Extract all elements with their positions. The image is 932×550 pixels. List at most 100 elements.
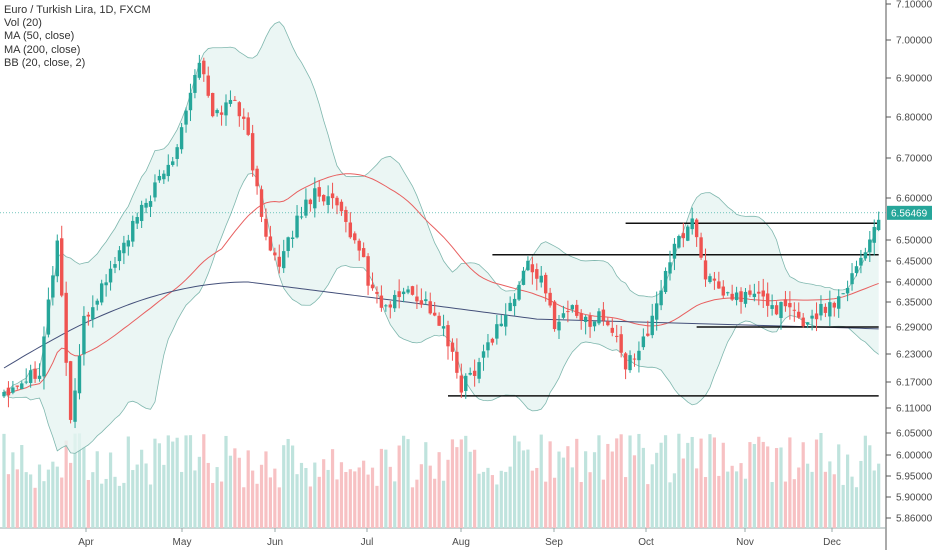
volume-bar	[539, 434, 543, 528]
candle-body	[539, 275, 543, 283]
volume-bar	[499, 470, 503, 528]
candle-body	[792, 309, 797, 311]
candle-body	[748, 290, 752, 295]
candle-body	[366, 256, 370, 286]
candle-body	[286, 237, 290, 252]
candle-body	[122, 242, 126, 254]
volume-bar	[370, 467, 375, 528]
candle-body	[845, 287, 850, 294]
volume-bar	[637, 433, 641, 528]
volume-bar	[832, 474, 836, 528]
candle-body	[46, 299, 51, 335]
volume-bar	[757, 436, 761, 528]
candle-body	[250, 133, 255, 171]
volume-bar	[259, 464, 264, 528]
volume-bar	[655, 452, 659, 528]
candle-body	[508, 302, 512, 312]
volume-bar	[375, 485, 379, 528]
time-tick-label: Jun	[267, 537, 283, 548]
volume-bar	[219, 481, 224, 528]
price-tick-label: 6.11000	[896, 404, 932, 415]
volume-bar	[193, 470, 197, 528]
candle-body	[401, 291, 406, 295]
candle-body	[77, 355, 82, 394]
bollinger-bands	[3, 21, 880, 454]
volume-bar	[304, 467, 308, 528]
candle-body	[82, 315, 86, 355]
volume-bar	[646, 484, 650, 528]
volume-bar	[162, 464, 166, 528]
volume-bar	[24, 472, 28, 528]
volume-bar	[393, 481, 397, 528]
candle-body	[499, 323, 503, 327]
volume-bar	[659, 442, 663, 528]
volume-bar	[379, 448, 383, 528]
volume-bar	[246, 450, 250, 528]
candle-body	[677, 236, 681, 248]
candle-body	[117, 250, 122, 262]
volume-bar	[854, 487, 859, 528]
candle-body	[339, 201, 344, 212]
price-tick-label: 6.60000	[896, 194, 932, 205]
volume-bar	[690, 436, 694, 528]
candle-body	[521, 270, 526, 285]
volume-bar	[286, 438, 290, 528]
time-tick-label: Nov	[736, 537, 754, 548]
volume-bar	[433, 478, 437, 528]
candle-body	[623, 353, 628, 370]
volume-bar	[819, 433, 823, 528]
candle-body	[761, 290, 765, 297]
volume-bar	[113, 476, 117, 528]
price-tick-label: 6.90000	[896, 74, 932, 85]
candle-body	[650, 315, 654, 336]
time-tick-label: May	[173, 537, 192, 548]
volume-bar	[739, 463, 743, 528]
candle-body	[144, 202, 148, 208]
volume-bar	[726, 471, 730, 528]
volume-bar	[51, 461, 55, 528]
volume-bar	[863, 435, 867, 528]
candle-body	[246, 117, 250, 135]
candle-body	[219, 112, 224, 115]
volume-bar	[677, 433, 681, 528]
candle-body	[171, 161, 175, 165]
candle-body	[770, 305, 774, 309]
candle-body	[188, 92, 193, 111]
volume-bar	[672, 473, 677, 528]
candle-body	[797, 311, 801, 318]
candle-body	[326, 196, 330, 205]
candle-body	[450, 342, 455, 352]
candle-body	[868, 239, 872, 253]
candle-body	[357, 240, 361, 251]
volume-bar	[397, 445, 401, 528]
candle-body	[60, 238, 64, 296]
candle-body	[686, 226, 690, 241]
volume-bar	[668, 482, 672, 528]
candle-body	[419, 300, 424, 305]
volume-bar	[846, 454, 850, 528]
volume-bar	[33, 487, 37, 528]
volume-bar	[419, 464, 423, 528]
volume-bar	[255, 483, 259, 528]
volume-bar	[384, 449, 388, 528]
volume-bar	[495, 484, 499, 528]
volume-bar	[810, 471, 814, 528]
candle-body	[583, 316, 588, 322]
volume-bar	[801, 442, 805, 528]
candle-body	[659, 290, 663, 306]
volume-bar	[166, 435, 170, 528]
price-tick-label: 7.00000	[896, 36, 932, 47]
candle-body	[28, 370, 33, 383]
candle-body	[601, 309, 606, 321]
volume-bar	[579, 481, 583, 528]
volume-bar	[242, 487, 246, 528]
volume-bar	[55, 466, 59, 528]
volume-bar	[42, 481, 46, 528]
volume-bar	[792, 479, 796, 528]
candle-body	[566, 311, 570, 313]
volume-bar	[721, 442, 725, 528]
volume-bar	[663, 435, 668, 528]
volume-bar	[122, 482, 126, 528]
candle-body	[282, 251, 286, 269]
